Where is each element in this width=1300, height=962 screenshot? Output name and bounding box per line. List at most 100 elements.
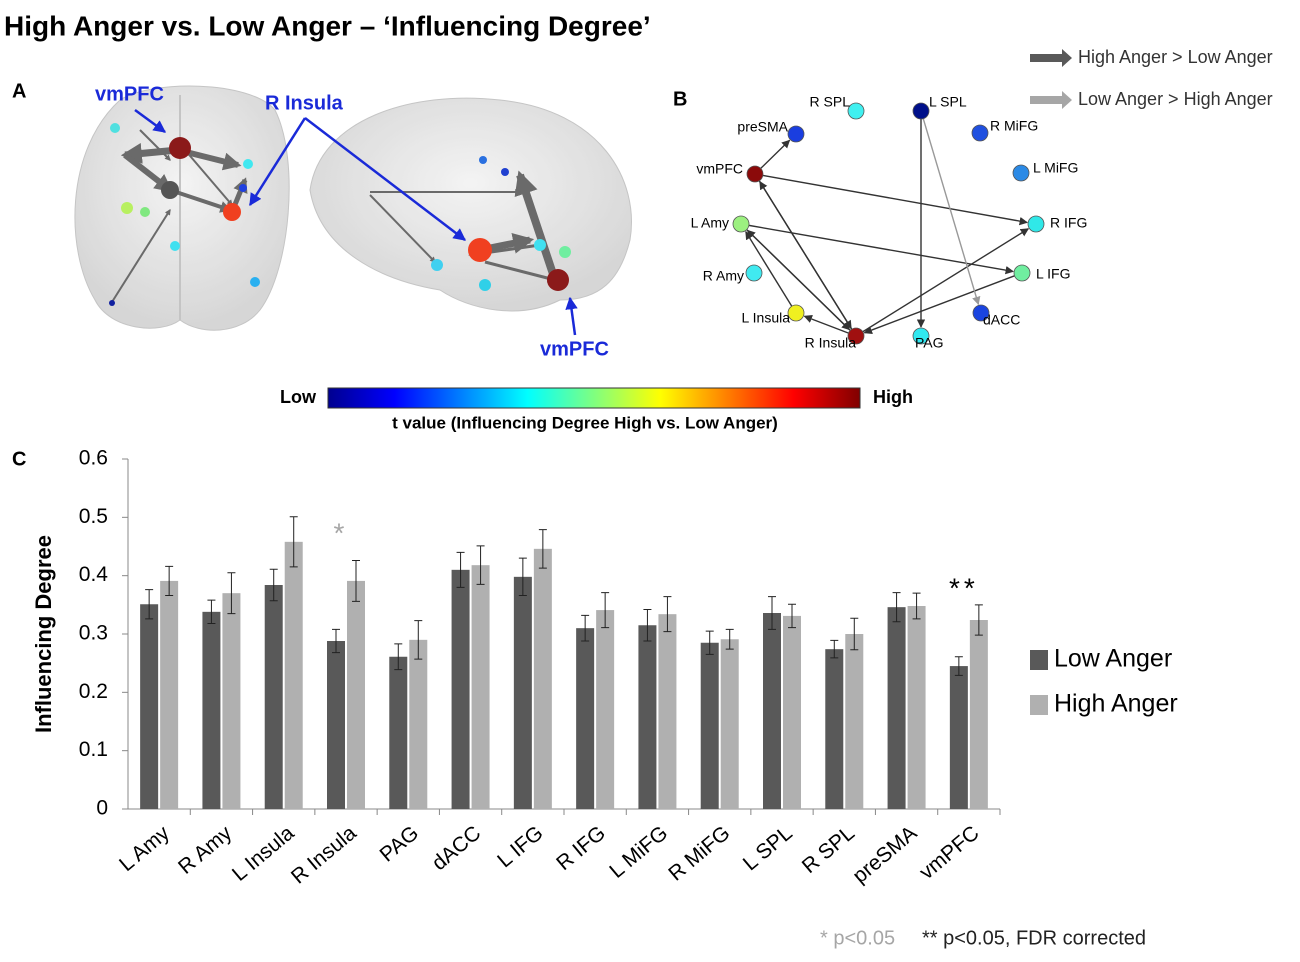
network-node xyxy=(746,165,764,183)
error-bar xyxy=(974,604,983,636)
error-bar xyxy=(145,589,154,620)
network-edge xyxy=(803,315,849,334)
node-label: dACC xyxy=(983,312,1020,328)
network-node xyxy=(787,304,805,322)
legend-label: High Anger > Low Anger xyxy=(1078,47,1273,67)
error-bar xyxy=(227,572,236,615)
x-tick-label: L Insula xyxy=(228,821,299,886)
network-edge xyxy=(760,139,791,169)
legend-label: Low Anger xyxy=(1054,645,1172,673)
network-edge xyxy=(758,180,852,330)
y-tick-label: 0.4 xyxy=(79,563,109,586)
error-bar xyxy=(892,592,901,623)
error-bar xyxy=(581,614,590,642)
error-bar xyxy=(643,609,652,642)
footnote: * p<0.05 xyxy=(820,927,895,949)
error-bar xyxy=(269,568,278,602)
bar xyxy=(513,576,532,809)
brain-images xyxy=(74,85,632,331)
y-tick-label: 0.1 xyxy=(79,738,108,761)
node-label: R IFG xyxy=(1050,215,1087,231)
bar xyxy=(907,606,926,809)
network-node xyxy=(972,304,990,322)
network-node xyxy=(732,215,750,233)
error-bar xyxy=(830,639,839,659)
bar xyxy=(658,614,677,809)
colorbar-label: High xyxy=(873,387,913,407)
bar xyxy=(638,625,657,809)
bar xyxy=(160,580,179,809)
brain-annotation: R Insula xyxy=(265,92,344,114)
x-tick-label: R Amy xyxy=(174,821,237,879)
y-axis-label: Influencing Degree xyxy=(31,535,56,733)
bar xyxy=(949,666,968,809)
error-bar xyxy=(332,628,340,654)
network-node xyxy=(745,264,763,282)
x-tick-label: preSMA xyxy=(848,821,921,887)
y-tick-label: 0 xyxy=(96,797,108,820)
error-bar xyxy=(518,557,527,596)
network: R SPL L SPL preSMA R MiFG vmPFC L MiFG L Amy R … xyxy=(691,94,1088,351)
node-label: R SPL xyxy=(810,94,851,110)
y-tick-label: 0.2 xyxy=(79,680,108,703)
bar xyxy=(264,585,283,809)
legend-label: High Anger xyxy=(1054,690,1178,718)
network-node xyxy=(847,102,865,120)
bar xyxy=(471,565,490,809)
error-bar xyxy=(165,565,174,596)
x-tick-label: dACC xyxy=(428,821,486,875)
bar xyxy=(533,548,552,809)
x-tick-label: R IFG xyxy=(552,821,610,875)
error-bar xyxy=(601,592,610,629)
network-node xyxy=(1013,264,1031,282)
error-bar xyxy=(788,603,796,629)
node-label: L SPL xyxy=(929,94,967,110)
bar xyxy=(202,611,221,809)
bar xyxy=(887,607,906,809)
error-bar xyxy=(207,599,216,624)
node-label: R Amy xyxy=(703,268,744,284)
bar xyxy=(347,580,365,809)
node-label: R Insula xyxy=(805,335,857,351)
bar xyxy=(140,604,159,809)
legend-label: Low Anger > High Anger xyxy=(1078,89,1273,109)
error-bar xyxy=(850,617,859,651)
bar xyxy=(576,628,595,809)
x-tick-label: L Amy xyxy=(115,821,174,876)
footnote: ** p<0.05, FDR corrected xyxy=(922,927,1146,949)
network-node xyxy=(912,102,930,120)
network-node xyxy=(847,327,865,345)
network-edge xyxy=(748,224,1014,275)
x-tick-label: PAG xyxy=(375,821,423,866)
network-node xyxy=(912,327,930,345)
bar xyxy=(222,593,241,809)
network-edge xyxy=(862,228,1030,333)
significance-mark: * xyxy=(334,517,349,548)
node-label: preSMA xyxy=(737,119,788,135)
error-bar xyxy=(352,560,360,602)
annotation-arrows xyxy=(134,108,578,336)
bar xyxy=(327,641,345,809)
bar xyxy=(763,613,781,809)
node-label: L Amy xyxy=(691,215,729,231)
node-label: R MiFG xyxy=(990,118,1038,134)
bar xyxy=(596,610,615,809)
network-node xyxy=(1012,164,1030,182)
y-tick-label: 0.3 xyxy=(79,622,108,645)
error-bar xyxy=(414,620,423,660)
legend-swatch xyxy=(1030,650,1048,670)
bar xyxy=(451,569,470,809)
network-node xyxy=(787,125,805,143)
y-tick-label: 0.5 xyxy=(79,505,108,528)
node-label: L Insula xyxy=(741,310,790,326)
node-label: L MiFG xyxy=(1033,160,1078,176)
colorbar-label: Low xyxy=(280,387,317,407)
error-bar xyxy=(456,551,465,588)
significance-mark: ** xyxy=(949,572,979,603)
colorbar-caption: t value (Influencing Degree High vs. Low… xyxy=(392,413,778,432)
bar xyxy=(825,649,844,809)
error-bar xyxy=(538,529,547,569)
brain-annotation: vmPFC xyxy=(95,83,164,105)
error-bar xyxy=(394,643,403,671)
